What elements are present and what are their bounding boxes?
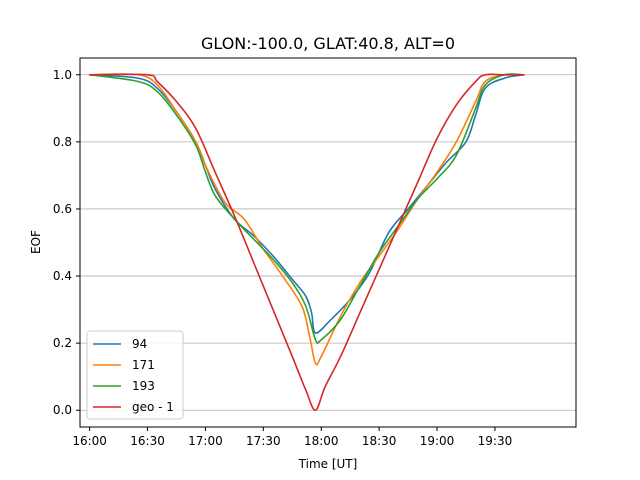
x-tick-label: 17:00: [188, 434, 223, 448]
x-axis-ticks: 16:00 16:30 17:00 17:30 18:00 18:30 19:00 19:30: [72, 427, 512, 448]
y-axis-label: EOF: [29, 230, 43, 254]
series-lines: [88, 73, 525, 412]
legend: 94 171 193 geo - 1: [86, 330, 184, 420]
legend-label: 193: [132, 379, 155, 393]
x-tick-label: 19:30: [478, 434, 513, 448]
plot-frame: [79, 57, 577, 428]
y-tick-label: 1.0: [53, 68, 72, 82]
y-tick-label: 0.8: [53, 135, 72, 149]
legend-label: 171: [132, 358, 155, 372]
y-tick-label: 0.2: [53, 336, 72, 350]
y-axis-ticks: 0.0 0.2 0.4 0.6 0.8 1.0: [53, 68, 80, 417]
x-tick-label: 16:30: [130, 434, 165, 448]
y-tick-label: 0.4: [53, 269, 72, 283]
series-line-2: [88, 73, 525, 344]
x-axis-label: Time [UT]: [298, 457, 358, 471]
chart-title: GLON:-100.0, GLAT:40.8, ALT=0: [201, 34, 455, 53]
y-tick-label: 0.6: [53, 202, 72, 216]
x-tick-label: 18:30: [362, 434, 397, 448]
legend-label: geo - 1: [132, 400, 174, 414]
series-line-0: [88, 73, 525, 334]
series-line-1: [88, 73, 525, 366]
y-tick-label: 0.0: [53, 403, 72, 417]
x-tick-label: 17:30: [246, 434, 281, 448]
legend-label: 94: [132, 337, 147, 351]
x-tick-label: 18:00: [304, 434, 339, 448]
x-tick-label: 19:00: [420, 434, 455, 448]
legend-frame: [86, 330, 184, 420]
series-line-3: [88, 73, 525, 412]
x-tick-label: 16:00: [72, 434, 107, 448]
